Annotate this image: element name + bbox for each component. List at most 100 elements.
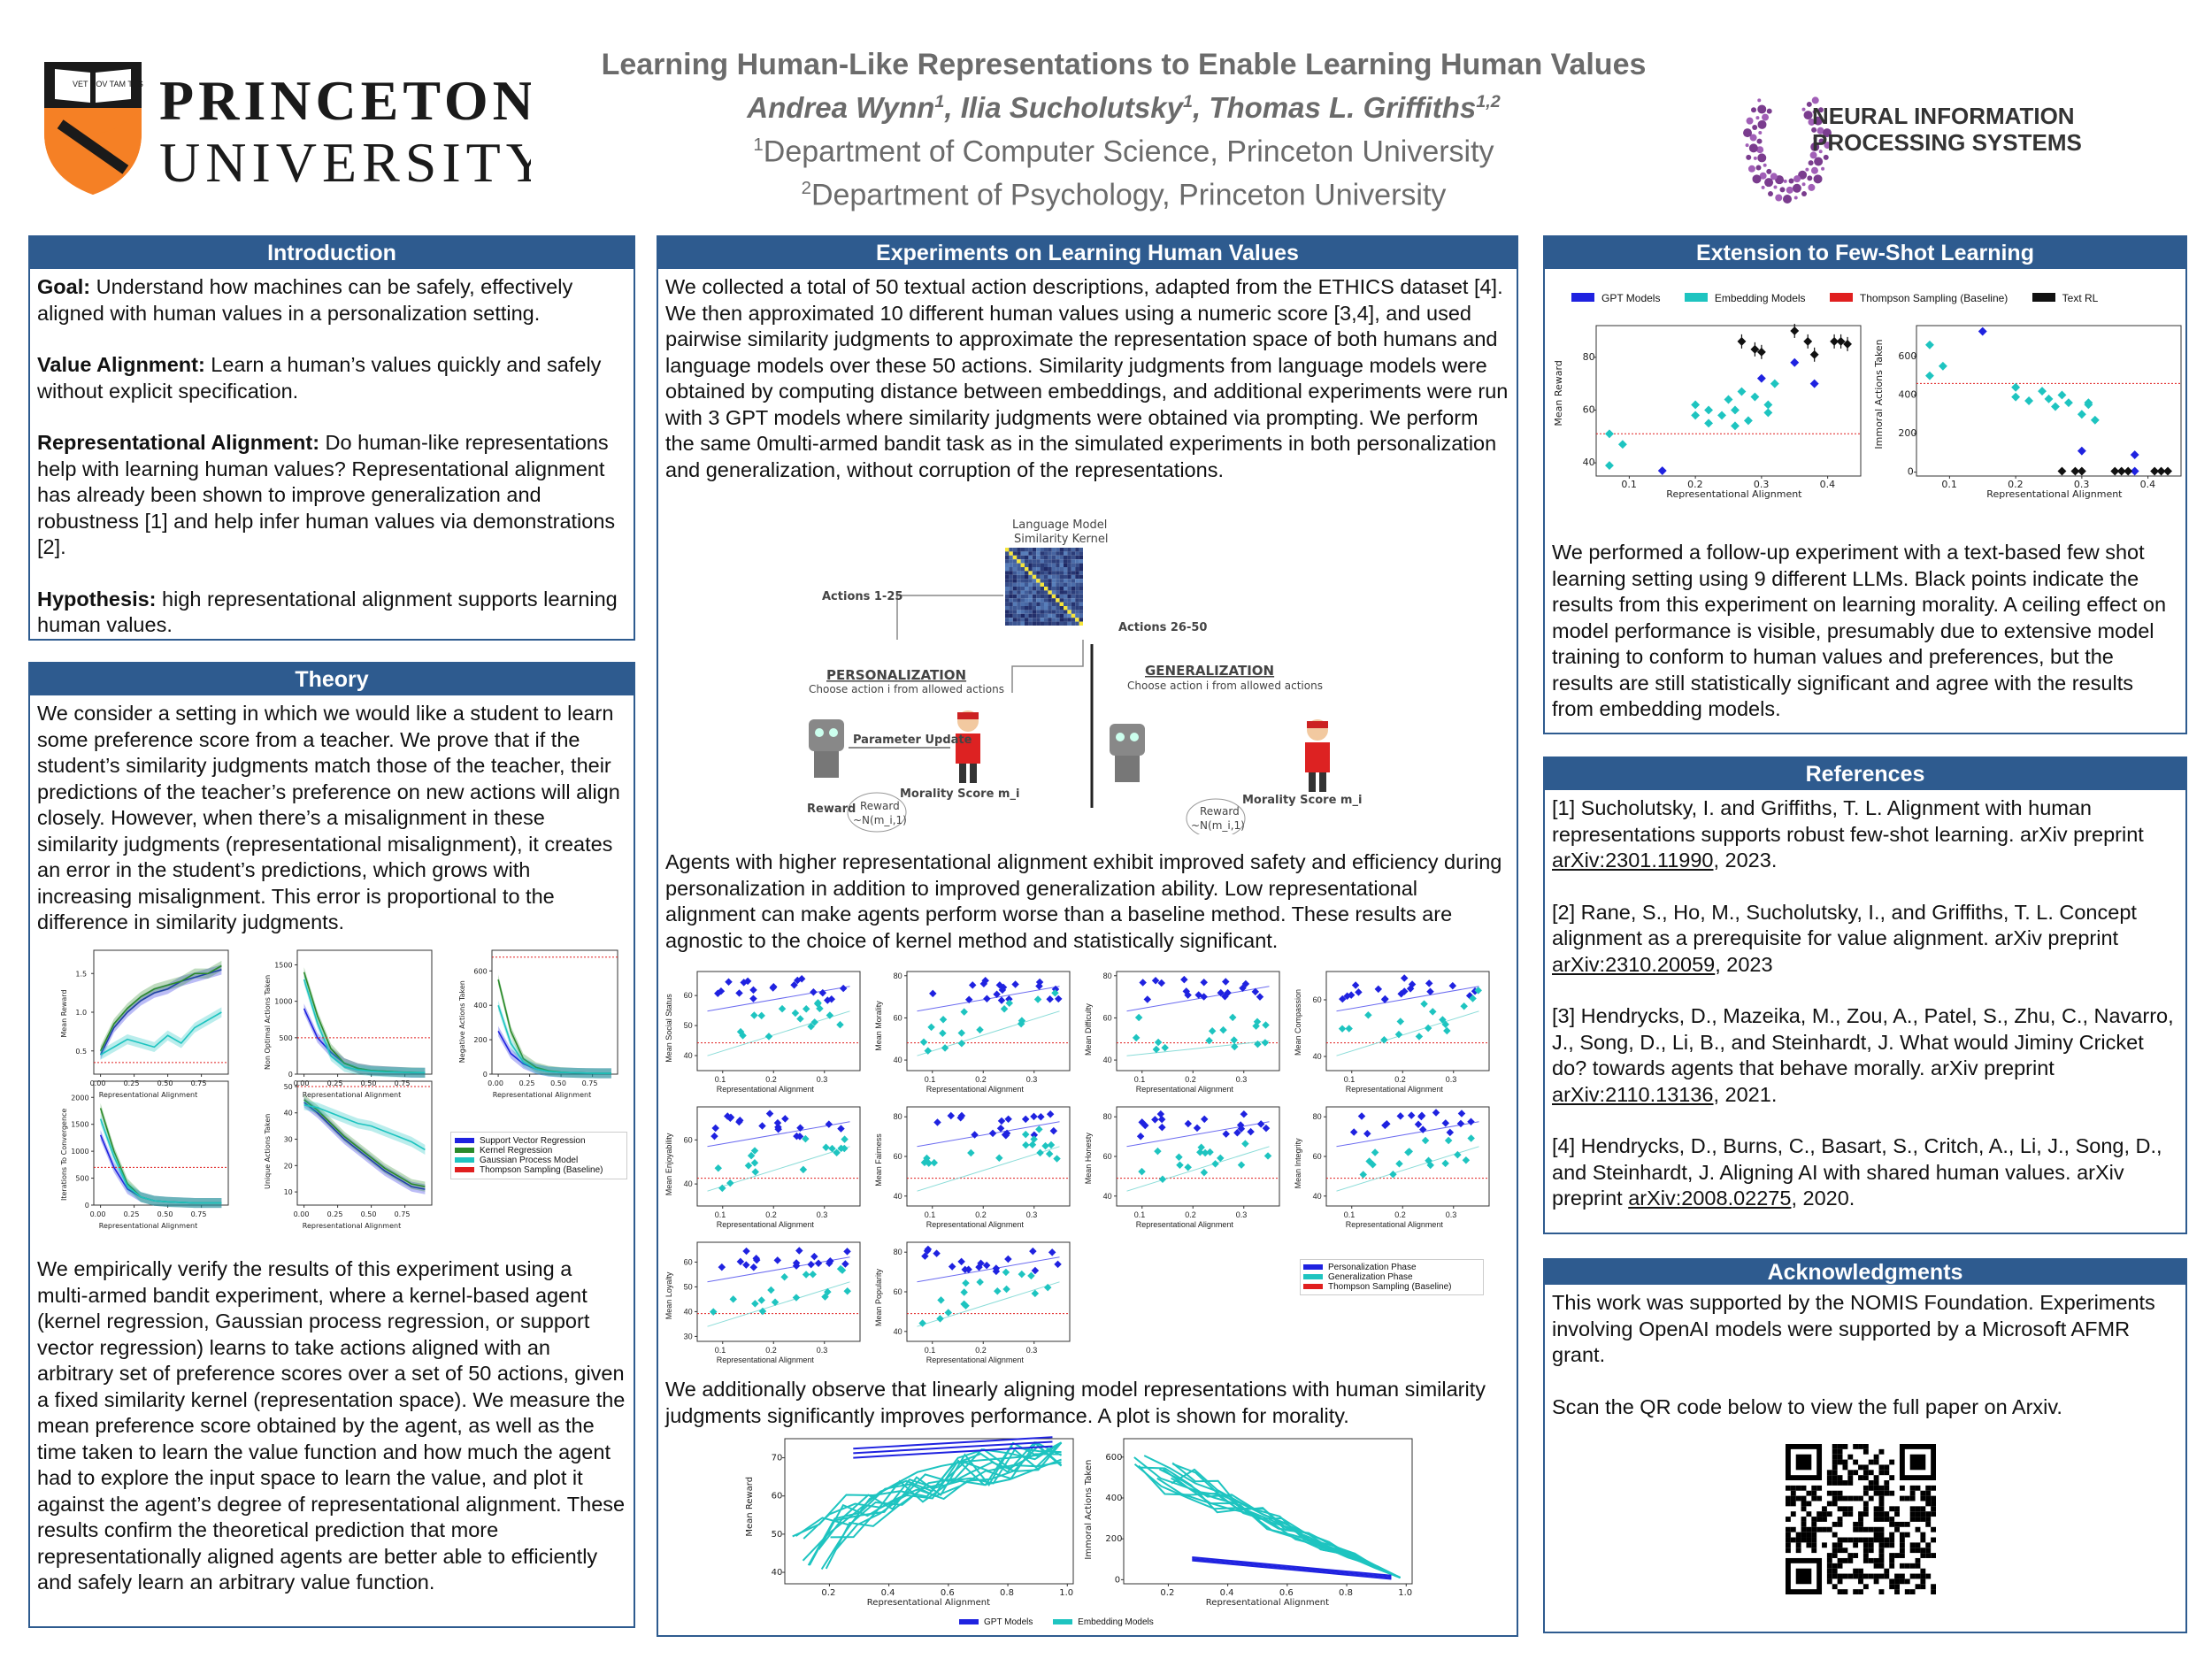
plot-frame [1325,971,1490,1071]
qr-code-icon[interactable] [1786,1444,1936,1594]
theory-figure: 0.00 0.25 0.50 0.75 0.5 1.0 1.5 Representationa… [39,943,628,1279]
tick-label: 60 [1103,1013,1112,1022]
data-point [1691,411,1701,420]
data-point [1441,1159,1449,1168]
data-point [1151,1116,1159,1124]
tick-label: 0.4 [2140,479,2156,490]
tick-label: 0.1 [1344,1210,1356,1219]
axis-label: Mean Popularity [874,1268,883,1326]
tick-label: 0.2 [975,1075,987,1084]
data-point [1261,1039,1270,1047]
tick-label: 30 [284,1136,293,1144]
tick-label: 0.00 [90,1079,106,1087]
data-point [799,1165,808,1174]
data-point [1456,1119,1465,1128]
data-point [1446,1128,1455,1137]
tick-label: 0.3 [817,1346,828,1355]
data-point [1217,988,1225,997]
data-point [1389,1171,1397,1179]
data-point [1156,1110,1165,1118]
experiments-para-1: We collected a total of 50 textual actio… [665,275,1509,481]
tick-label: 2000 [71,1094,88,1102]
tick-label: 1500 [71,1121,88,1129]
tick-label: 0 [1908,466,1914,478]
data-point [841,1135,849,1143]
acknowledgments-heading: Acknowledgments [1545,1260,2185,1285]
title-block: Learning Human-Like Representations to E… [549,46,1699,214]
data-point [795,1247,803,1255]
tick-label: 60 [894,1287,902,1296]
reference-item: [3] Hendrycks, D., Mazeika, M., Zou, A.,… [1552,1004,2174,1106]
tick-label: 60 [684,991,693,1000]
data-point [1420,1000,1428,1008]
data-point [1448,981,1457,990]
data-point [1194,991,1202,999]
experiments-panel: Experiments on Learning Human Values We … [657,235,1518,1637]
tick-label: 60 [684,1257,693,1266]
tick-label: 0.2 [765,1210,777,1219]
data-point [833,1148,841,1157]
value-grid-legend: Personalization Phase Generalization Pha… [1300,1259,1484,1295]
data-point [1763,400,1773,410]
trend-line [707,1281,850,1327]
axis-label: Negative Actions Taken [458,980,466,1063]
data-point [802,1271,810,1279]
tick-label: 0.1 [1344,1075,1356,1084]
data-point [750,1159,759,1167]
data-point [1803,336,1813,346]
reference-link[interactable]: arXiv:2310.20059 [1552,952,1716,976]
data-point [1371,1148,1379,1156]
tick-label: 0.00 [294,1079,310,1087]
tick-label: 0.2 [1185,1210,1196,1219]
data-point [993,990,1001,998]
reference-link[interactable]: arXiv:2301.11990 [1552,849,1714,872]
data-point [1157,1115,1166,1124]
data-point [1049,1126,1058,1135]
plot-frame [906,1241,1071,1342]
confidence-band [498,1000,611,1079]
tick-label: 0.25 [124,1210,140,1218]
tick-label: 0.3 [817,1210,828,1219]
data-point [780,1272,788,1281]
series-line [100,1011,222,1056]
data-point [1731,405,1740,415]
tick-label: 80 [1313,1112,1322,1121]
axis-label: Unique Actions Taken [264,1114,272,1189]
confidence-band [303,1094,426,1192]
data-point [2057,466,2067,476]
tick-label: 500 [279,1034,292,1042]
data-point [735,989,743,997]
tick-label: 60 [684,1135,693,1144]
data-point [1605,429,1614,439]
data-point [1045,1149,1054,1158]
data-point [2044,394,2054,403]
trend-line [1336,986,1479,1012]
data-point [749,1263,758,1271]
data-point [1237,1161,1246,1169]
data-point [2011,382,2021,392]
axis-label: Representational Alignment [717,1085,815,1094]
author-name: Andrea Wynn [747,91,935,124]
data-point [933,1118,941,1126]
data-point [2063,398,2073,408]
legend-swatch [1571,293,1594,302]
trend-line [1126,986,1270,1012]
reference-link[interactable]: arXiv:2008.02275 [1628,1187,1792,1210]
value-scatter-panel: 0.1 0.2 0.3 40 60 80 Representational Alignmen… [874,1241,1071,1364]
data-point [814,999,822,1007]
reference-link[interactable]: arXiv:2110.13136 [1552,1082,1714,1106]
data-point [930,1158,939,1167]
tick-label: 60 [894,1152,902,1161]
tick-label: 50 [284,1083,293,1091]
tick-label: 40 [684,1051,693,1060]
series-line [820,1441,1063,1571]
theory-legend: Support Vector Regression Kernel Regress… [450,1132,627,1179]
axis-label: Representational Alignment [1986,488,2123,500]
data-point [1809,349,1819,359]
data-point [1704,405,1714,415]
plot-frame [1116,971,1280,1071]
princeton-logo: VET NOV TAM TES PRINCETON UNIVERSITY [35,53,547,195]
data-point [1201,1148,1210,1157]
data-point [718,1263,726,1271]
tick-label: 1.5 [75,970,87,978]
